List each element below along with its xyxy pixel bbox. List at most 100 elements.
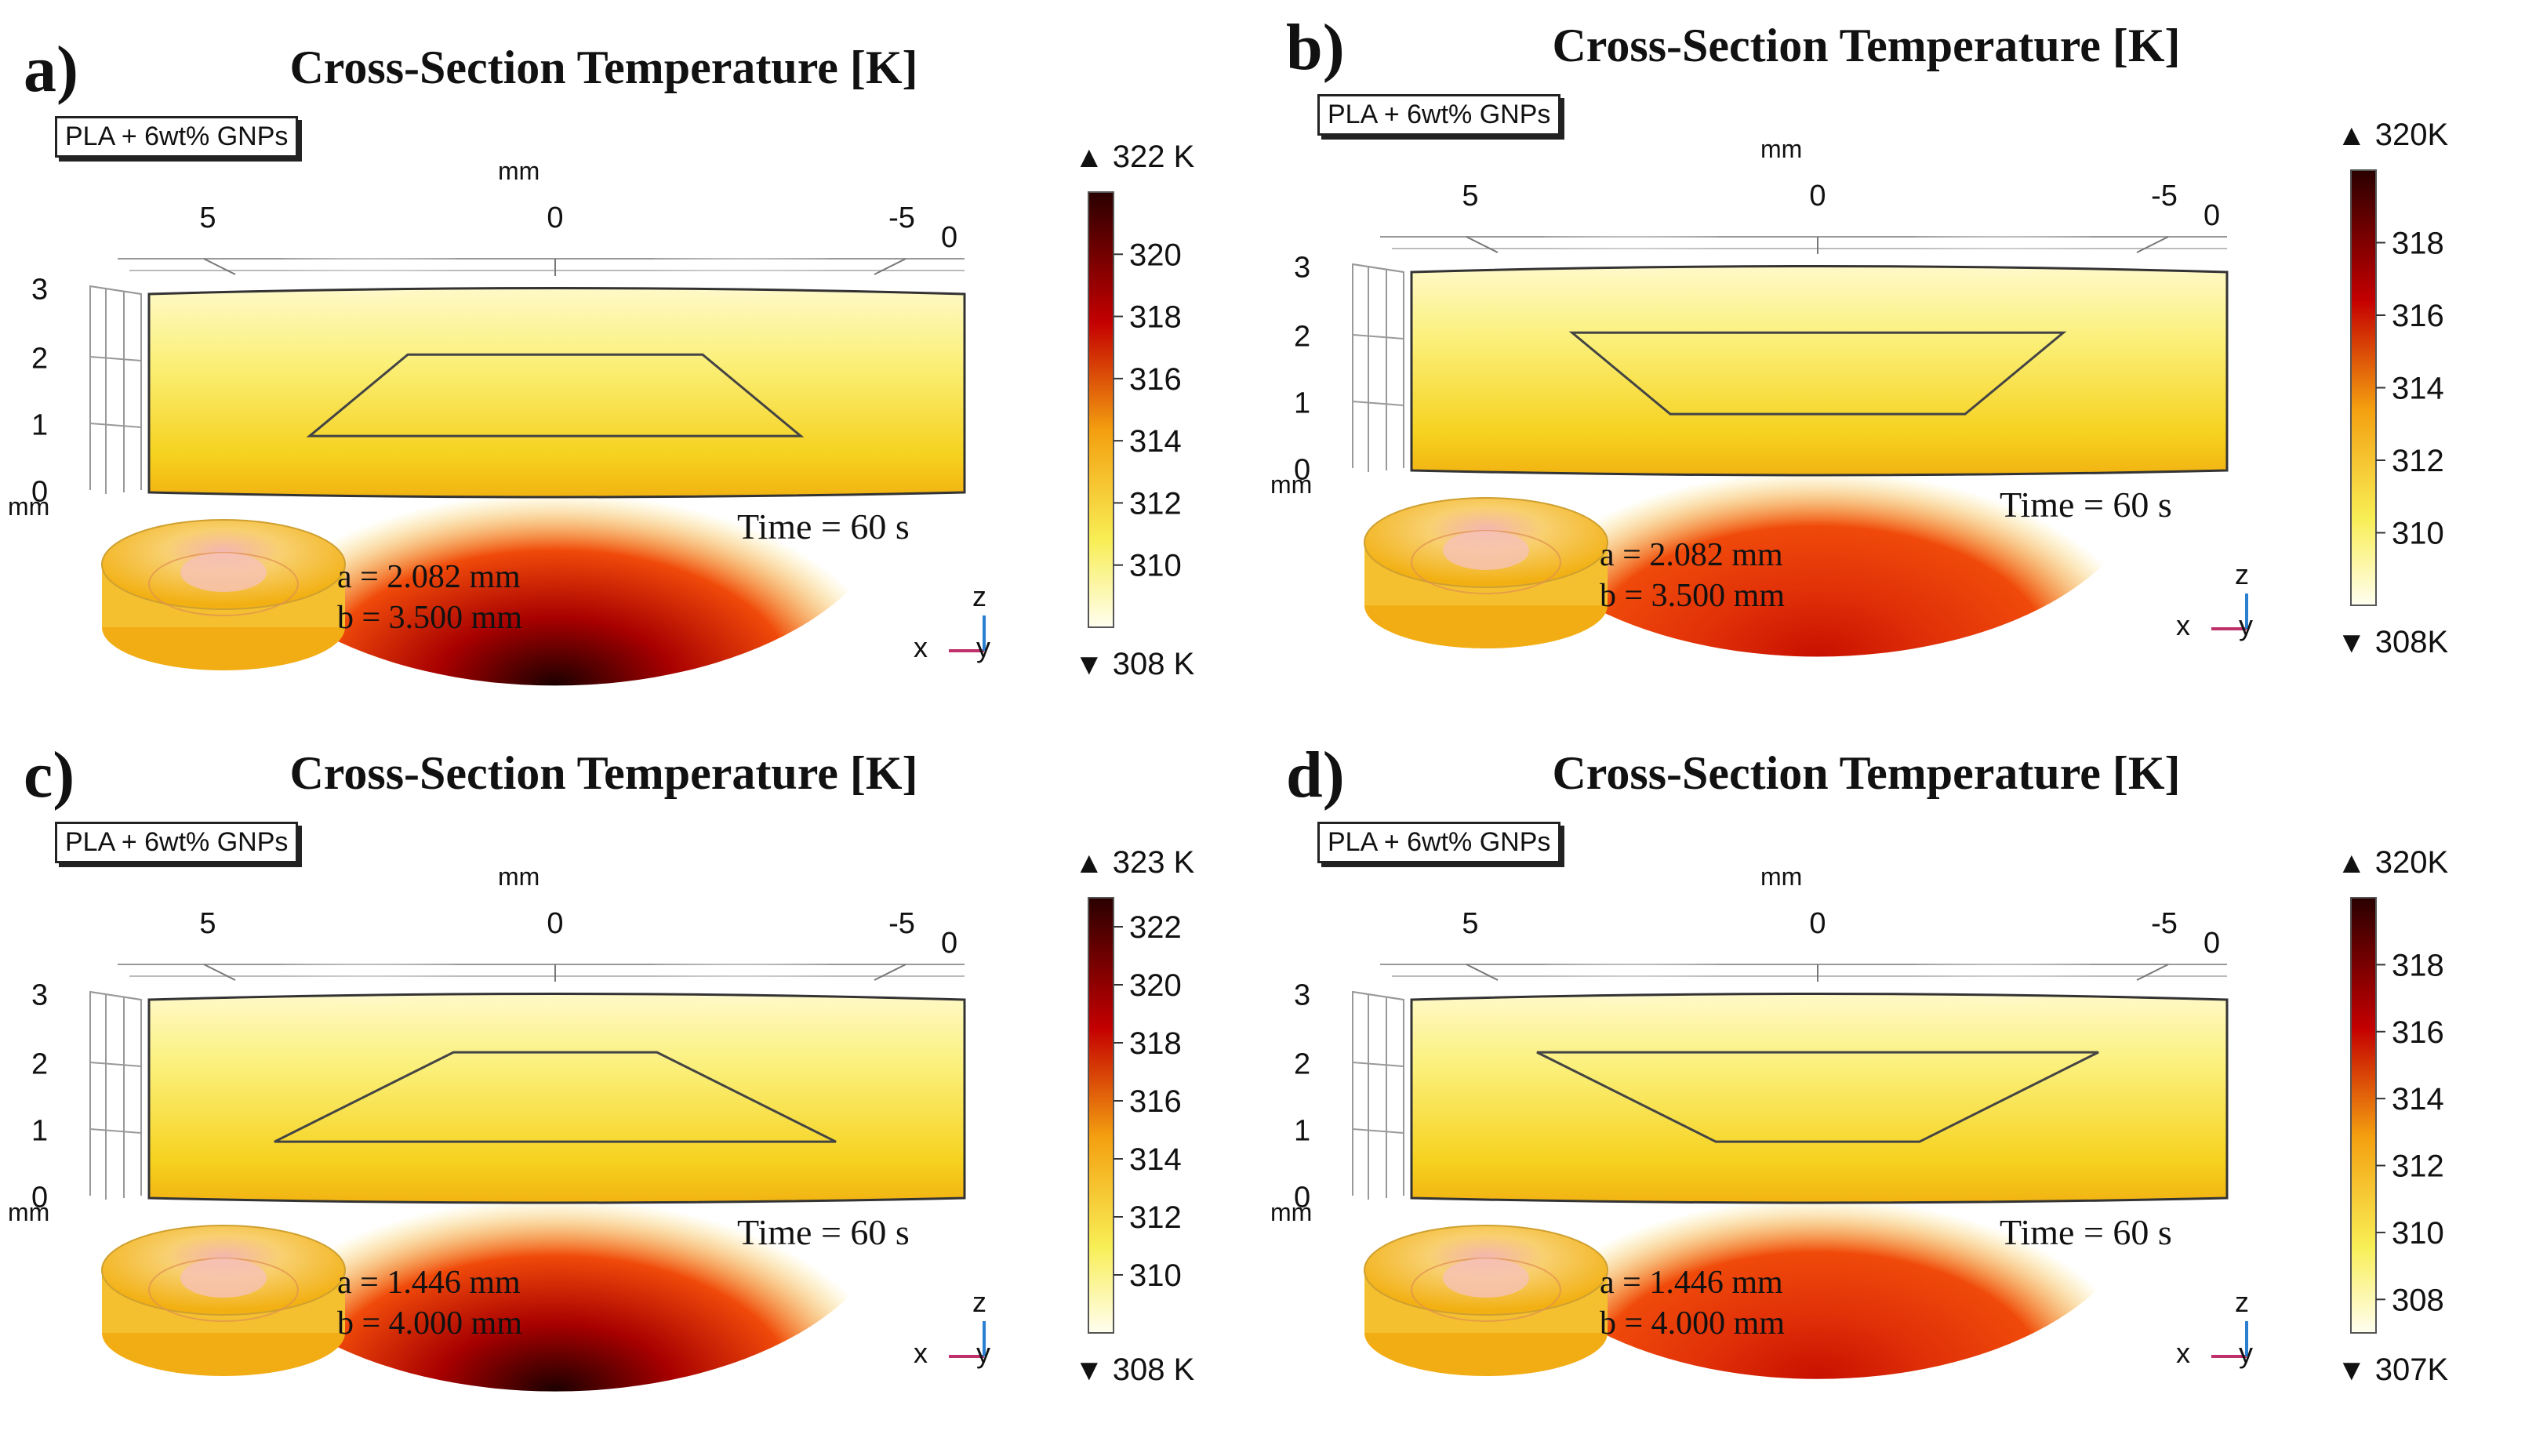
axis-x-label: x [914,631,928,663]
depth-tick-label: 0 [2203,199,2221,232]
y-tick-label: 0 [1294,453,1311,487]
domain-outline [1410,993,2229,1204]
colorbar-tick-label: 316 [2392,299,2444,333]
down-triangle-icon: ▼ [1074,648,1104,681]
x-tick-mark-5 [1466,236,1499,253]
param-a: a = 2.082 mm [337,559,521,595]
colorbar-tick-label: 322 [1129,910,1182,945]
x-tick-mark-5 [1466,964,1499,981]
panel-c: c) Cross-Section Temperature [K] [0,706,1262,1433]
y-axis-frame [1352,990,1404,1200]
trapezoid-outline [274,1051,837,1143]
y-tick-label: 0 [1294,1181,1311,1215]
disk-thumbnail [101,519,346,670]
hotspot [214,299,896,686]
material-label: PLA + 6wt% GNPs [1317,94,1561,136]
colorbar-tick-label: 320 [1129,968,1182,1003]
y-tick-label: 3 [1294,979,1311,1012]
param-b: b = 4.000 mm [337,1305,523,1342]
x-tick-mark-neg5 [2136,236,2169,253]
y-tick-label: 1 [31,1114,49,1148]
disk-thumbnail [1364,1225,1608,1376]
x-tick-mark-neg5 [2136,964,2169,981]
x-tick-label: 0 [547,907,564,940]
heatmap-plot [89,937,986,1392]
colorbar-tick-label: 310 [2392,1216,2444,1251]
y-tick-label: 0 [31,475,49,509]
depth-tick-label: 0 [941,927,958,960]
panel-label: a) [24,33,78,106]
colorbar-max: ▲ 323 K [1074,845,1194,880]
depth-tick-label: 0 [941,221,958,254]
axis-z-label: z [972,580,986,612]
axis-triad [949,615,986,652]
colorbar-min: ▼ 308K [2337,625,2448,660]
colorbar-min-label: 307K [2374,1353,2449,1387]
y-tick-label: 3 [31,979,49,1012]
colorbar-rect [1088,191,1114,628]
x-tick-mark-neg5 [874,964,906,981]
y-tick-label: 0 [31,1181,49,1215]
hotspot [1486,284,2149,657]
up-triangle-icon: ▲ [1074,847,1104,880]
x-tick-label: -5 [888,907,915,940]
colorbar-min-label: 308 K [1112,1353,1195,1387]
colorbar-tick-label: 318 [1129,1026,1182,1061]
colorbar-min: ▼ 308 K [1074,647,1194,682]
axis-triad [949,1321,986,1358]
colorbar-max-label: 320K [2374,845,2449,880]
x-tick-label: 5 [199,202,216,234]
y-axis-unit: mm [1270,1198,1313,1226]
colorbar-tick-label: 312 [2392,1149,2444,1184]
panel-d: d) Cross-Section Temperature [K] [1262,706,2525,1433]
param-b: b = 3.500 mm [1600,578,1786,614]
axis-x-label: x [2176,1337,2190,1369]
panel-label: c) [24,739,75,812]
panel-label: d) [1286,739,1345,812]
colorbar-tick-label: 314 [2392,1082,2444,1117]
domain-outline [147,993,966,1204]
time-label: Time = 60 s [737,1212,910,1252]
x-axis-unit: mm [1760,862,1803,891]
colorbar-tick-label: 316 [1129,1084,1182,1119]
param-b: b = 3.500 mm [337,600,523,636]
trapezoid-outline [1536,1051,2099,1143]
x-tick-label: -5 [2151,180,2178,212]
colorbar-ticks: 320 318 316 314 312 310 [1114,238,1182,583]
y-tick-label: 3 [31,273,49,307]
y-tick-label: 1 [1294,1114,1311,1148]
heatmap-body [147,231,966,686]
colorbar-ticks: 318 316 314 312 310 [2376,227,2444,551]
x-axis-unit: mm [498,157,540,185]
heatmap-body [1410,937,2229,1379]
colorbar-tick-label: 314 [1129,424,1182,459]
time-label: Time = 60 s [2000,485,2172,525]
plot-title: Cross-Section Temperature [K] [289,42,918,93]
x-tick-label: 5 [199,907,216,940]
y-tick-label: 2 [31,1048,49,1081]
colorbar-min-label: 308 K [1112,647,1195,681]
x-tick-mark-5 [203,964,236,981]
axis-z-label: z [2235,1286,2249,1318]
axis-x-label: x [2176,609,2190,641]
colorbar-min-label: 308K [2374,625,2449,659]
colorbar-max: ▲ 320K [2337,118,2448,153]
disk-thumbnail [1364,497,1608,648]
y-axis-unit: mm [1270,470,1313,499]
colorbar-tick-label: 316 [1129,362,1182,397]
colorbar: 318 316 314 312 310 308 [2350,897,2444,1334]
material-label: PLA + 6wt% GNPs [55,116,299,158]
up-triangle-icon: ▲ [1074,141,1104,174]
x-tick-label: 0 [547,202,564,234]
colorbar-min: ▼ 308 K [1074,1353,1194,1388]
colorbar-min: ▼ 307K [2337,1353,2448,1388]
plot-title: Cross-Section Temperature [K] [1552,20,2181,71]
colorbar-tick-label: 312 [1129,1200,1182,1235]
heatmap-plot [89,231,986,686]
x-tick-label: 0 [1809,180,1826,212]
y-axis-unit: mm [8,1198,50,1226]
colorbar-tick-label: 318 [2392,948,2444,982]
axis-z-label: z [2235,558,2249,590]
up-triangle-icon: ▲ [2337,119,2367,152]
domain-outline [1410,265,2229,477]
